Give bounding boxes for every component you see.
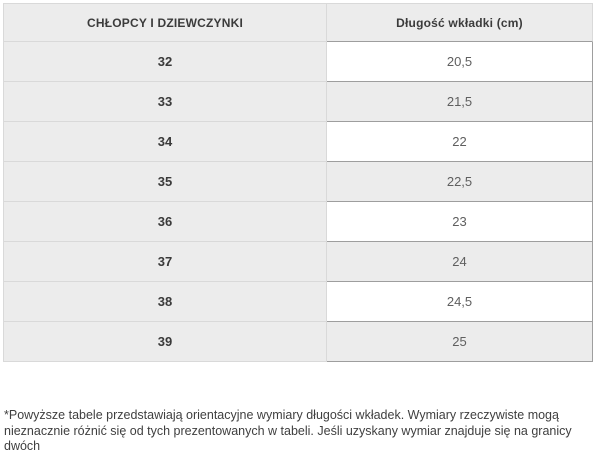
table-row: 34 22	[3, 122, 593, 162]
size-cell: 38	[3, 282, 327, 322]
length-cell: 25	[327, 322, 593, 362]
table-row: 35 22,5	[3, 162, 593, 202]
table-row: 39 25	[3, 322, 593, 362]
table-header-row: CHŁOPCY I DZIEWCZYNKI Długość wkładki (c…	[3, 3, 593, 42]
table-head: CHŁOPCY I DZIEWCZYNKI Długość wkładki (c…	[3, 3, 593, 42]
size-table: CHŁOPCY I DZIEWCZYNKI Długość wkładki (c…	[3, 3, 593, 362]
table-body: 32 20,5 33 21,5 34 22 35 22,5 36 23 37 24 38 24,5 39 25	[3, 42, 593, 362]
size-cell: 35	[3, 162, 327, 202]
header-insole-length: Długość wkładki (cm)	[327, 3, 593, 42]
length-cell: 21,5	[327, 82, 593, 122]
size-cell: 39	[3, 322, 327, 362]
table-row: 33 21,5	[3, 82, 593, 122]
size-cell: 34	[3, 122, 327, 162]
size-cell: 32	[3, 42, 327, 82]
size-cell: 33	[3, 82, 327, 122]
size-cell: 37	[3, 242, 327, 282]
size-cell: 36	[3, 202, 327, 242]
header-boys-girls: CHŁOPCY I DZIEWCZYNKI	[3, 3, 327, 42]
length-cell: 24,5	[327, 282, 593, 322]
length-cell: 20,5	[327, 42, 593, 82]
table-row: 36 23	[3, 202, 593, 242]
length-cell: 23	[327, 202, 593, 242]
length-cell: 24	[327, 242, 593, 282]
length-cell: 22	[327, 122, 593, 162]
length-cell: 22,5	[327, 162, 593, 202]
table-row: 37 24	[3, 242, 593, 282]
table-row: 38 24,5	[3, 282, 593, 322]
footnote-text: *Powyższe tabele przedstawiają orientacy…	[4, 408, 572, 453]
table-row: 32 20,5	[3, 42, 593, 82]
